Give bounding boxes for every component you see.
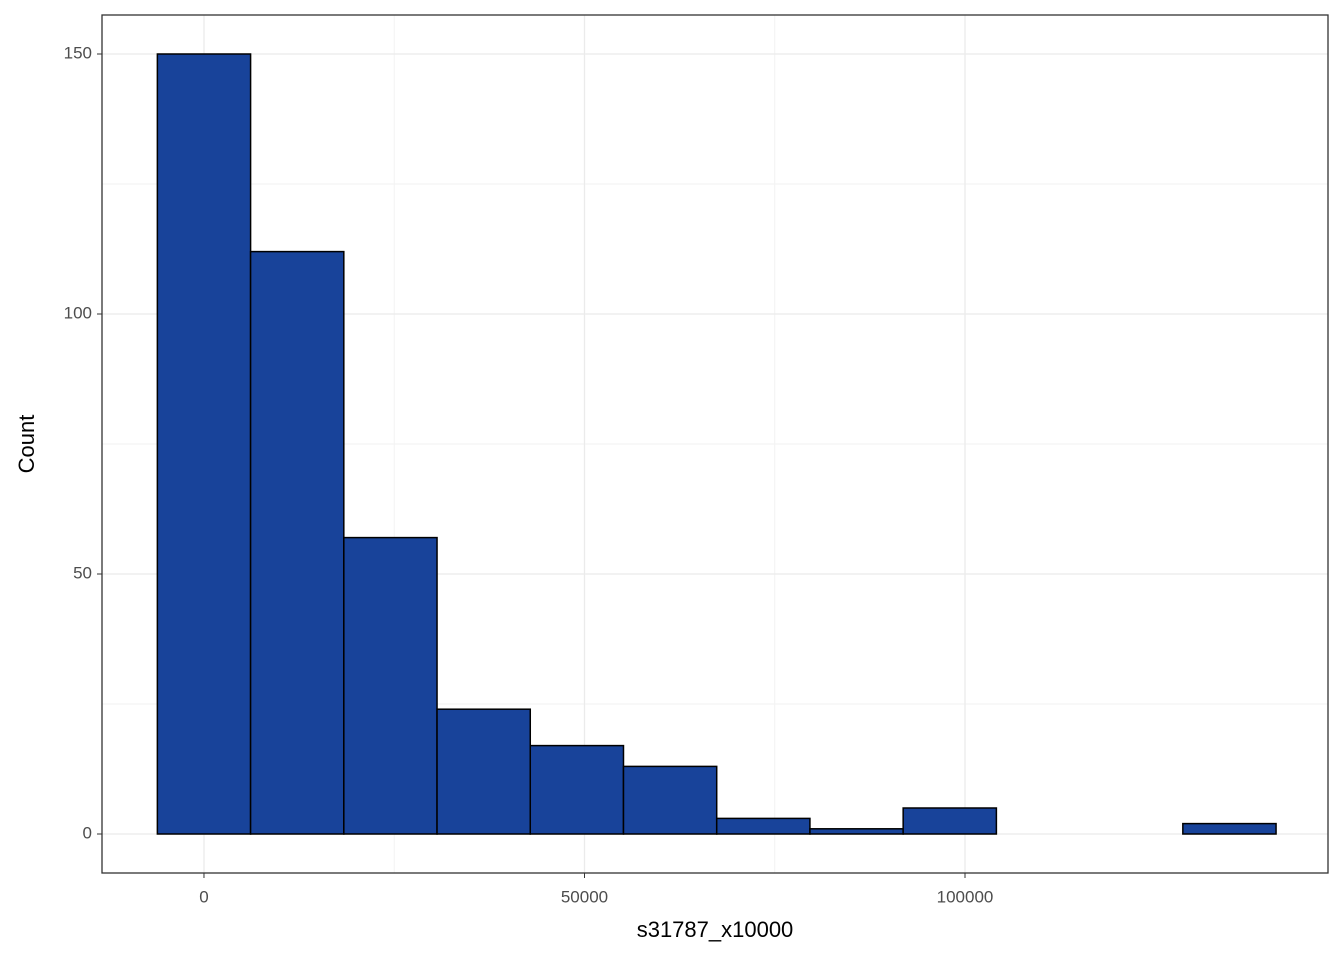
y-tick-label: 150 [64,43,92,62]
bar [436,708,532,835]
bar [902,807,998,835]
y-tick-label: 50 [73,563,92,582]
x-tick-label: 0 [199,887,208,906]
y-axis-title: Count [14,415,39,474]
bar [529,744,625,835]
bar [622,765,718,835]
x-tick-label: 100000 [937,887,994,906]
y-tick-label: 0 [83,823,92,842]
bar [1182,822,1277,835]
x-tick-label: 50000 [561,887,608,906]
bar [343,536,438,835]
panel-border [101,14,1329,874]
bar [715,817,811,835]
x-axis-title: s31787_x10000 [637,917,794,942]
bar [809,828,904,835]
bar [156,53,252,835]
y-tick-label: 100 [64,303,92,322]
bar [249,250,345,835]
